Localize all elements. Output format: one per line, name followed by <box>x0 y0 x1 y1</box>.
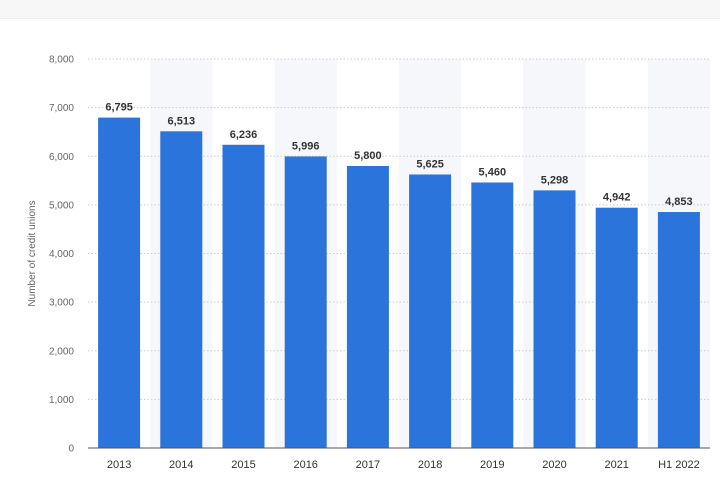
bar <box>284 156 327 448</box>
data-label: 4,853 <box>665 196 693 208</box>
data-label: 5,625 <box>416 158 444 170</box>
y-tick-label: 3,000 <box>49 298 74 309</box>
top-strip <box>0 0 720 19</box>
y-tick-label: 5,000 <box>49 200 74 211</box>
bar <box>533 190 576 448</box>
x-tick-label: 2014 <box>169 459 193 471</box>
y-axis-title: Number of credit unions <box>27 200 38 306</box>
x-tick-label: 2020 <box>542 459 566 471</box>
y-tick-label: 7,000 <box>49 103 74 114</box>
x-tick-label: 2021 <box>604 459 628 471</box>
data-label: 6,236 <box>230 129 258 141</box>
data-label: 5,460 <box>479 167 507 179</box>
data-label: 5,996 <box>292 140 320 152</box>
data-label: 5,800 <box>354 150 382 162</box>
y-tick-label: 6,000 <box>49 152 74 163</box>
x-axis-labels: 2013 2014 2015 2016 2017 2018 2019 2020 2021 H1 2… <box>107 459 700 471</box>
bars <box>98 117 700 449</box>
x-tick-label: 2018 <box>418 459 442 471</box>
x-tick-label: 2013 <box>107 459 131 471</box>
y-tick-label: 2,000 <box>49 346 74 357</box>
x-tick-label: 2019 <box>480 459 504 471</box>
data-label: 6,795 <box>105 102 133 114</box>
y-tick-label: 4,000 <box>49 249 74 260</box>
y-axis-ticks: 0 1,000 2,000 3,000 4,000 5,000 6,000 7,000 8,00… <box>49 55 74 455</box>
x-tick-label: 2017 <box>356 459 380 471</box>
x-tick-label: H1 2022 <box>658 459 700 471</box>
value-labels: 6,795 6,513 6,236 5,996 5,800 5,625 5,460 5,298… <box>105 102 692 208</box>
data-label: 6,513 <box>168 115 196 127</box>
bar <box>657 212 700 448</box>
y-tick-label: 0 <box>68 444 74 455</box>
bar <box>471 182 514 448</box>
data-label: 4,942 <box>603 192 631 204</box>
y-tick-label: 1,000 <box>49 395 74 406</box>
bar <box>98 117 141 448</box>
y-tick-label: 8,000 <box>49 55 74 66</box>
bar <box>346 165 389 448</box>
bar <box>160 131 203 449</box>
bar <box>595 207 638 448</box>
data-label: 5,298 <box>541 174 569 186</box>
x-tick-label: 2016 <box>293 459 317 471</box>
x-tick-label: 2015 <box>231 459 255 471</box>
bar <box>409 174 452 448</box>
bar <box>222 144 265 448</box>
